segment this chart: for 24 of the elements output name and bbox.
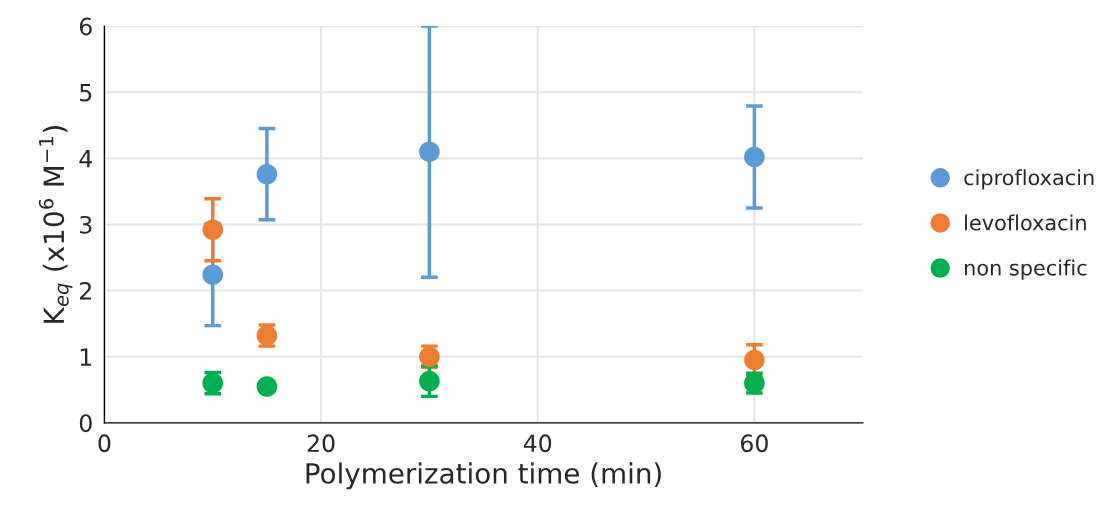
point [202, 219, 224, 241]
y-tick-label: 4 [79, 150, 92, 168]
x-tick-label: 20 [307, 434, 335, 453]
legend-label: non specific [965, 259, 1087, 280]
y-tick-label: 6 [79, 17, 92, 36]
point [744, 349, 765, 371]
x-tick-label: 0 [98, 434, 111, 453]
legend-label: levofloxacin [965, 214, 1086, 231]
point [419, 141, 440, 163]
point [256, 163, 278, 185]
x-tick-label: 40 [523, 434, 552, 453]
x-tick-label: 60 [741, 434, 768, 453]
y-tick-label: 3 [80, 215, 92, 234]
legend-label: ciprofloxacin [964, 169, 1094, 190]
point [202, 264, 224, 286]
y-tick-label: 5 [80, 83, 92, 102]
point [256, 376, 278, 397]
y-tick-label: 1 [80, 348, 92, 366]
x-axis-title: Polymerization time (min) [306, 462, 661, 490]
point [419, 370, 440, 392]
point [744, 146, 765, 168]
y-tick-label: 2 [80, 282, 91, 300]
y-axis-title: K$_{eq}$ (x10$^{6}$ M$^{−1}$) [38, 126, 73, 323]
y-tick-label: 0 [79, 414, 92, 433]
